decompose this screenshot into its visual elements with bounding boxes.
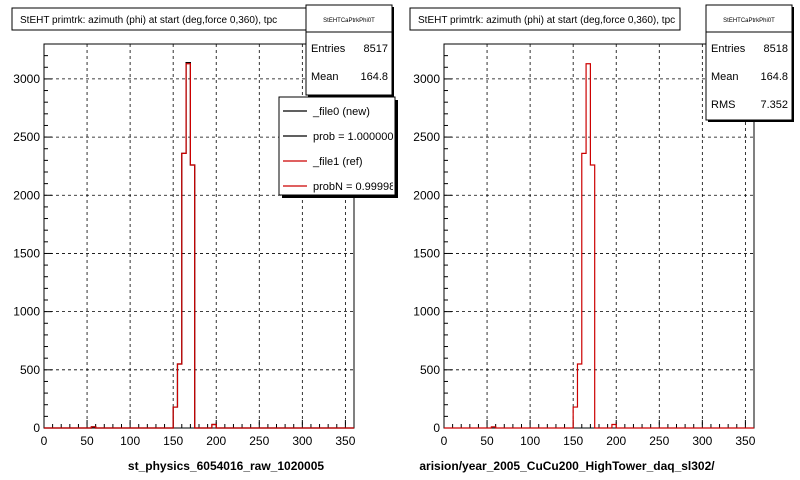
- histogram-series-1: [444, 63, 754, 429]
- y-tick-label: 500: [20, 363, 40, 377]
- stats-box: [705, 4, 793, 121]
- stats-label: Mean: [711, 71, 739, 83]
- x-tick-label: 200: [606, 434, 626, 448]
- y-tick-label: 3000: [413, 72, 440, 86]
- legend-label: _file0 (new): [312, 106, 370, 118]
- y-tick-label: 1000: [413, 305, 440, 319]
- stats-title: StEHTCaPtrkPhi0T: [723, 18, 775, 24]
- stats-label: Entries: [711, 43, 746, 55]
- stats-value: 164.8: [760, 71, 788, 83]
- x-tick-label: 50: [80, 434, 94, 448]
- x-tick-label: 100: [520, 434, 540, 448]
- y-tick-label: 1000: [13, 305, 40, 319]
- legend-box: [278, 96, 396, 196]
- chart-panel-2: 0 50 100 150 200 250 300 350 0 500 1000 1500 2000 250…: [409, 4, 794, 473]
- title-box: [409, 7, 681, 31]
- x-tick-label: 350: [735, 434, 755, 448]
- x-tick-label: 0: [41, 434, 48, 448]
- chart-title: StEHT primtrk: azimuth (phi) at start (d…: [20, 15, 277, 26]
- x-tick-label: 50: [480, 434, 494, 448]
- y-tick-label: 2000: [413, 188, 440, 202]
- y-tick-label: 1500: [13, 246, 40, 260]
- x-axis-label: st_physics_6054016_raw_1020005: [128, 459, 324, 473]
- chart-panel-1: 0 50 100 150 200 250 300 350 0 500 1000 1500 2000 250…: [11, 4, 398, 473]
- legend-label: _file1 (ref): [312, 156, 363, 168]
- y-tick-label: 3000: [13, 72, 40, 86]
- x-tick-label: 350: [335, 434, 355, 448]
- legend-label: prob = 1.000000: [313, 131, 393, 143]
- legend-label: probN = 0.99998: [313, 181, 395, 193]
- y-tick-label: 500: [420, 363, 440, 377]
- y-tick-label: 0: [33, 421, 40, 435]
- x-tick-label: 300: [292, 434, 312, 448]
- chart-title: StEHT primtrk: azimuth (phi) at start (d…: [418, 15, 675, 26]
- x-tick-label: 250: [249, 434, 269, 448]
- y-tick-label: 1500: [413, 246, 440, 260]
- x-tick-label: 200: [206, 434, 226, 448]
- stats-label: Entries: [311, 43, 346, 55]
- x-tick-label: 300: [692, 434, 712, 448]
- stats-value: 7.352: [760, 99, 788, 111]
- x-axis-label: arision/year_2005_CuCu200_HighTower_daq_…: [419, 459, 715, 473]
- x-tick-label: 150: [563, 434, 583, 448]
- stats-title: StEHTCaPtrkPhi0T: [323, 18, 375, 24]
- y-tick-label: 2000: [13, 188, 40, 202]
- histogram-series-2: [44, 63, 354, 429]
- stats-box: [305, 4, 393, 96]
- y-tick-label: 2500: [13, 130, 40, 144]
- x-tick-label: 250: [649, 434, 669, 448]
- stats-value: 8518: [764, 43, 788, 55]
- y-tick-label: 0: [433, 421, 440, 435]
- x-tick-label: 100: [120, 434, 140, 448]
- stats-value: 8517: [364, 43, 388, 55]
- x-tick-label: 150: [163, 434, 183, 448]
- stats-label: RMS: [711, 99, 735, 111]
- y-tick-label: 2500: [413, 130, 440, 144]
- x-tick-label: 0: [441, 434, 448, 448]
- stats-value: 164.8: [360, 71, 388, 83]
- stats-label: Mean: [311, 71, 339, 83]
